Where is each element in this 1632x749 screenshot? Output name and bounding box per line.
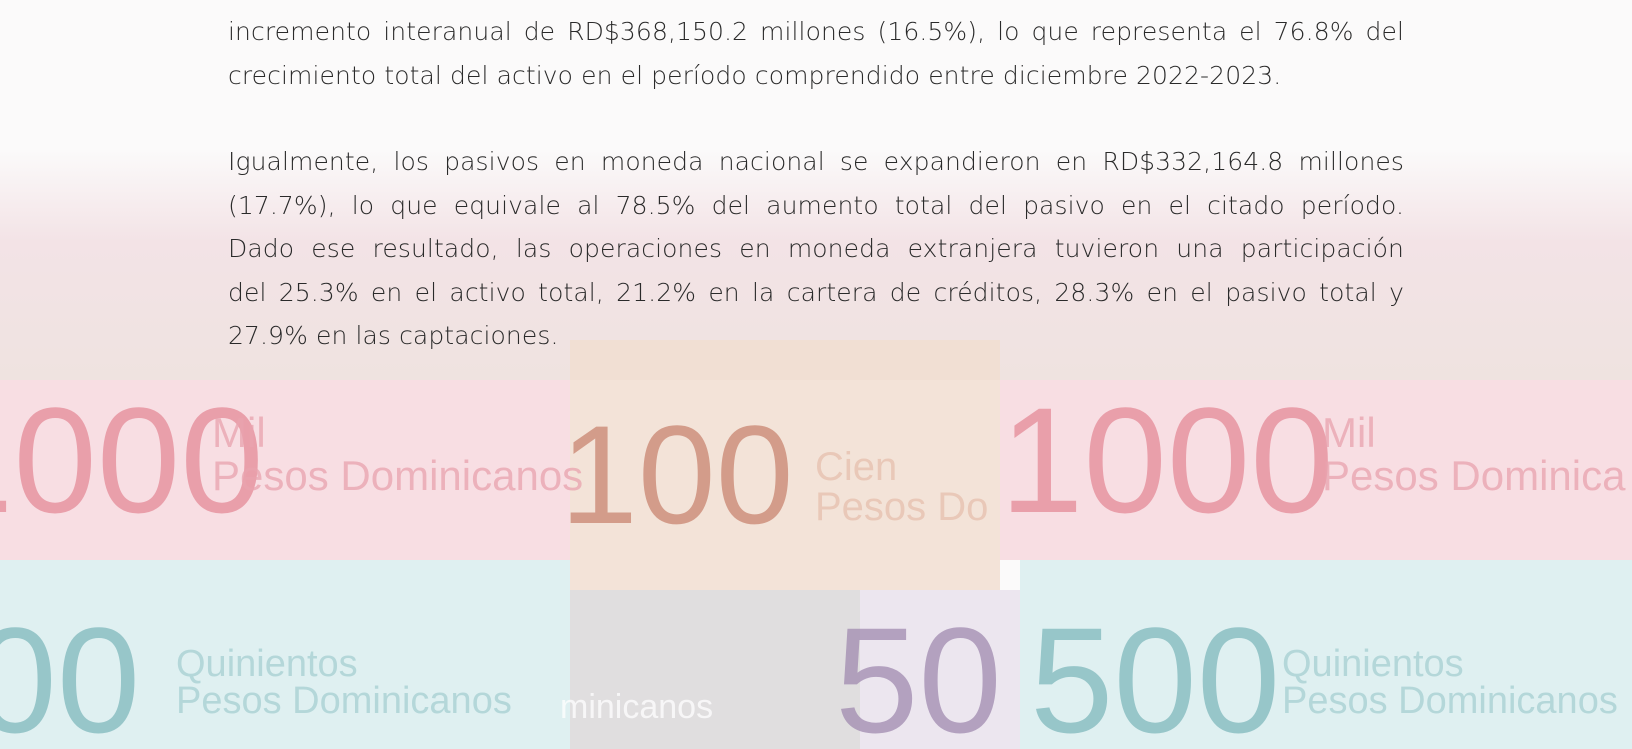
banknote-text: 500 xyxy=(1030,596,1281,749)
banknote-text: Cien xyxy=(815,445,898,489)
text-line: crecimiento total del activo en el perío… xyxy=(228,60,1282,90)
banknote-text: Mil xyxy=(1322,409,1376,456)
banknote-text: Pesos Dominica xyxy=(1322,452,1626,499)
text-line: (17.7%), lo que equivale al 78.5% del au… xyxy=(228,190,1404,220)
bg-orange-center xyxy=(570,340,1000,590)
banknote-text: 1000 xyxy=(1000,376,1334,544)
banknote-text: minicanos xyxy=(560,688,714,726)
banknote-text: Pesos Dominicanos xyxy=(176,680,512,722)
text-line: Dado ese resultado, las operaciones en m… xyxy=(228,234,1404,263)
text-line: 27.9% en las captaciones. xyxy=(228,321,559,350)
banknote-text: 500 xyxy=(0,596,141,749)
banknote-text: 1000 xyxy=(0,376,264,544)
body-text: incremento interanual de RD$368,150.2 mi… xyxy=(228,10,1404,401)
bg-teal-right xyxy=(1020,560,1632,749)
bg-pink-left xyxy=(0,380,570,560)
bg-pink-right xyxy=(1000,380,1632,560)
bg-teal-left xyxy=(0,560,570,749)
banknote-text: 100 xyxy=(560,396,794,553)
banknote-text: Mil xyxy=(212,409,266,456)
banknote-text: Pesos Dominicanos xyxy=(212,452,584,499)
bg-gray-center xyxy=(570,590,860,749)
bg-lilac-center xyxy=(860,590,1020,749)
banknote-text: 50 xyxy=(835,596,1002,749)
text-line: Igualmente, los pasivos en moneda nacion… xyxy=(228,147,1404,176)
text-line: del 25.3% en el activo total, 21.2% en l… xyxy=(228,277,1404,307)
banknote-text: Quinientos xyxy=(176,643,358,685)
paragraph: incremento interanual de RD$368,150.2 mi… xyxy=(228,10,1404,97)
banknote-text: Quinientos xyxy=(1282,643,1464,685)
banknote-text: Pesos Do xyxy=(815,485,989,529)
text-line: incremento interanual de RD$368,150.2 mi… xyxy=(228,17,1404,46)
banknote-text: Pesos Dominicanos xyxy=(1282,680,1618,722)
paragraph: Igualmente, los pasivos en moneda nacion… xyxy=(228,140,1404,358)
